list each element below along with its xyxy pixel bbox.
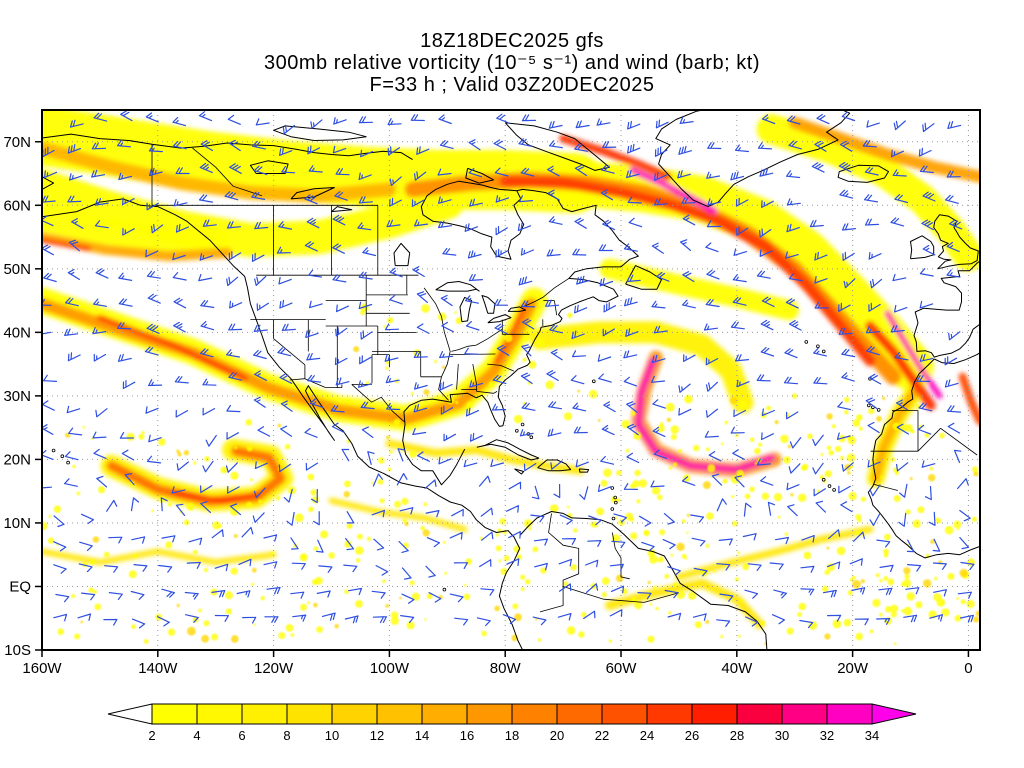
lat-tick-label: 70N	[3, 134, 31, 151]
colorbar-tick-label: 30	[775, 728, 789, 743]
lon-tick-label: 100W	[370, 660, 410, 677]
colorbar-segment	[691, 703, 738, 725]
title-valid-time: F=33 h ; Valid 03Z20DEC2025	[369, 74, 655, 96]
colorbar-tick-label: 20	[550, 728, 564, 743]
map-frame	[41, 109, 981, 651]
title-field-description: 300mb relative vorticity (10⁻⁵ s⁻¹) and …	[264, 52, 760, 74]
lon-tick-label: 120W	[254, 660, 294, 677]
lat-tick-label: 10S	[4, 642, 31, 659]
lat-tick-label: EQ	[9, 578, 31, 595]
colorbar-segment	[376, 703, 423, 725]
colorbar: 2 4 6 8 10 12 14 16 18 20 22 24 26 28 30 32 34	[88, 703, 938, 746]
lat-tick-label: 60N	[3, 197, 31, 214]
wind-barbs	[42, 110, 975, 629]
colorbar-tick-label: 26	[685, 728, 699, 743]
colorbar-segment	[196, 703, 243, 725]
lat-tick-label: 20N	[3, 451, 31, 468]
colorbar-arrow-left	[107, 703, 153, 725]
colorbar-segment	[826, 703, 873, 725]
colorbar-segment	[601, 703, 648, 725]
colorbar-tick-label: 24	[640, 728, 654, 743]
colorbar-tick-label: 14	[415, 728, 429, 743]
political-borders	[151, 144, 978, 613]
colorbar-tick-label: 32	[820, 728, 834, 743]
colorbar-segment	[556, 703, 603, 725]
lon-tick-label: 160W	[22, 660, 62, 677]
colorbar-segment	[331, 703, 378, 725]
lat-tick-label: 40N	[3, 324, 31, 341]
colorbar-tick-label: 4	[193, 728, 200, 743]
lon-tick-label: 0	[964, 660, 972, 677]
colorbar-arrow-right	[871, 703, 917, 725]
colorbar-segment	[466, 703, 513, 725]
vorticity-speckles	[42, 303, 980, 645]
colorbar-tick-label: 10	[325, 728, 339, 743]
colorbar-tick-label: 6	[238, 728, 245, 743]
chart-titles: 18Z18DEC2025 gfs 300mb relative vorticit…	[0, 30, 1024, 96]
colorbar-segment	[151, 703, 198, 725]
island-dots	[51, 340, 881, 592]
colorbar-segment	[736, 703, 783, 725]
colorbar-tick-label: 8	[283, 728, 290, 743]
lat-tick-label: 10N	[3, 515, 31, 532]
colorbar-tick-label: 34	[865, 728, 879, 743]
colorbar-tick-label: 12	[370, 728, 384, 743]
lat-tick-label: 50N	[3, 261, 31, 278]
map-plot: 70N 60N 50N 40N 30N 20N 10N EQ 10S 160W 140W 120W 10…	[3, 109, 981, 677]
colorbar-segment	[781, 703, 828, 725]
lon-tick-label: 140W	[138, 660, 178, 677]
colorbar-segment	[286, 703, 333, 725]
colorbar-segment	[421, 703, 468, 725]
colorbar-segment	[511, 703, 558, 725]
lat-tick-label: 30N	[3, 388, 31, 405]
colorbar-tick-label: 2	[148, 728, 155, 743]
lon-tick-label: 60W	[606, 660, 638, 677]
colorbar-canvas: 2 4 6 8 10 12 14 16 18 20 22 24 26 28 30 32 34	[107, 703, 917, 743]
colorbar-tick-label: 18	[505, 728, 519, 743]
lon-tick-label: 40W	[721, 660, 753, 677]
title-init-time: 18Z18DEC2025 gfs	[420, 30, 604, 52]
colorbar-segment	[646, 703, 693, 725]
lon-tick-label: 20W	[837, 660, 869, 677]
lon-tick-label: 80W	[490, 660, 522, 677]
colorbar-tick-label: 16	[460, 728, 474, 743]
colorbar-segment	[241, 703, 288, 725]
colorbar-tick-label: 22	[595, 728, 609, 743]
colorbar-tick-label: 28	[730, 728, 744, 743]
